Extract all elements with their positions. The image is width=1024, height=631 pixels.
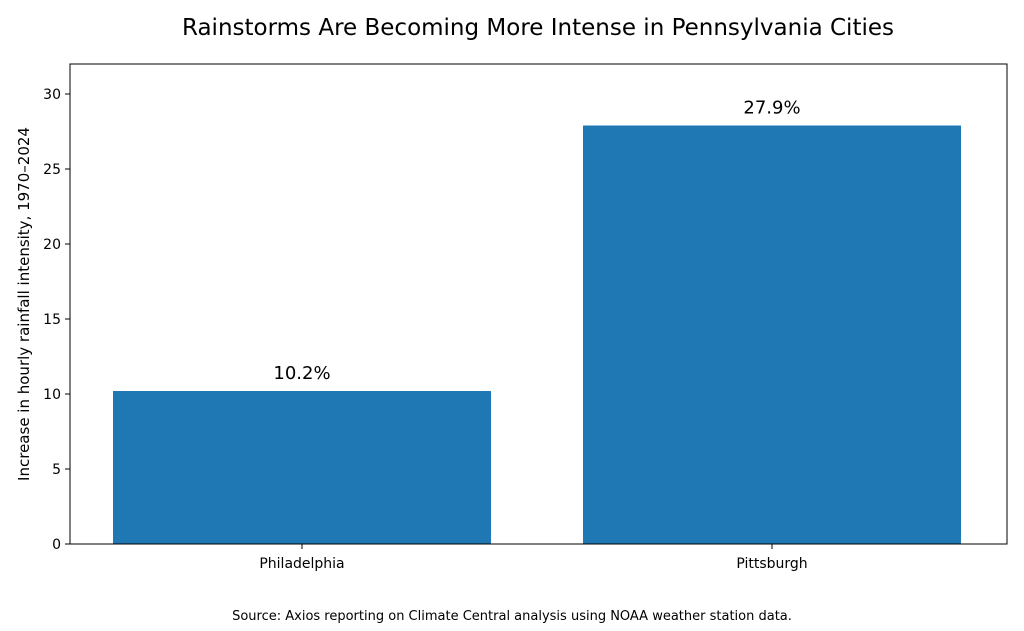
data-label-philadelphia: 10.2%: [273, 363, 330, 384]
bar-pittsburgh: [583, 125, 961, 544]
plot-area: 10.2% Philadelphia 27.9% Pittsburgh 0 5 10 15 20…: [43, 63, 1008, 572]
plot-frame: [69, 63, 1008, 545]
y-tick-label: 25: [43, 162, 61, 178]
x-tick-label-pittsburgh: Pittsburgh: [736, 556, 807, 572]
y-tick-label: 20: [43, 237, 61, 253]
y-tick-label: 0: [52, 537, 61, 553]
y-tick-label: 10: [43, 387, 61, 403]
y-axis-label: Increase in hourly rainfall intensity, 1…: [15, 127, 33, 481]
x-tick-label-philadelphia: Philadelphia: [259, 556, 344, 572]
y-tick-label: 30: [43, 87, 61, 103]
bar-philadelphia: [113, 391, 491, 544]
source-note: Source: Axios reporting on Climate Centr…: [232, 609, 792, 624]
data-label-pittsburgh: 27.9%: [743, 98, 800, 119]
chart-title: Rainstorms Are Becoming More Intense in …: [182, 15, 894, 41]
y-tick-label: 15: [43, 312, 61, 328]
y-tick-label: 5: [52, 462, 61, 478]
